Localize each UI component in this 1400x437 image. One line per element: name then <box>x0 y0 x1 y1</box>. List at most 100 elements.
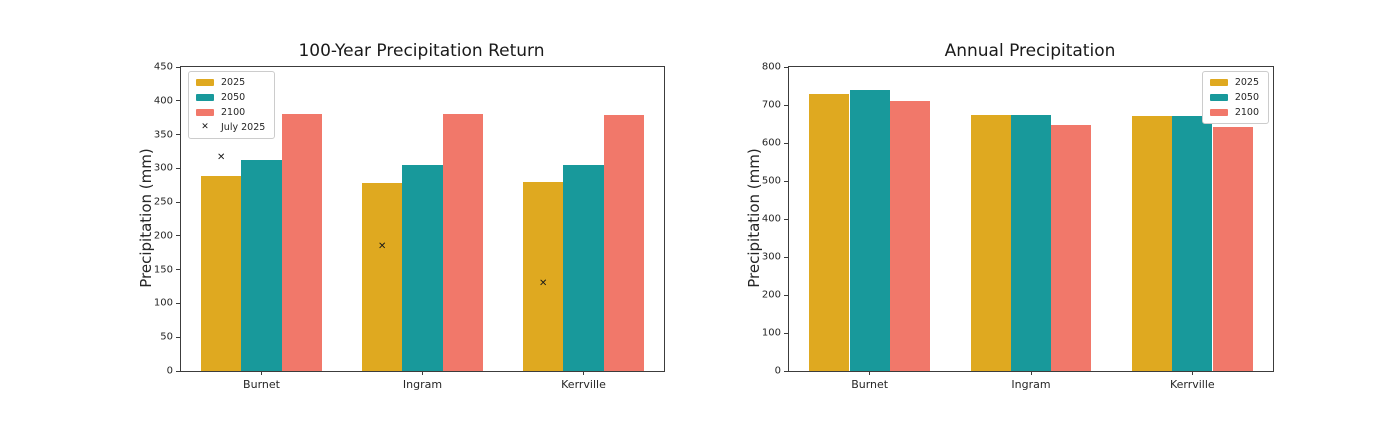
x-tick-mark <box>1191 371 1193 375</box>
y-tick-label: 0 <box>166 365 173 377</box>
y-tick-mark <box>784 332 788 334</box>
x-tick-label: Burnet <box>243 378 280 391</box>
legend-item-2100: 2100 <box>1209 107 1259 118</box>
x-tick-mark <box>583 371 584 375</box>
chart-title: 100-Year Precipitation Return <box>298 41 545 61</box>
y-tick-mark <box>176 167 180 169</box>
y-tick-mark <box>784 256 788 258</box>
y-tick-mark <box>176 336 180 338</box>
legend-swatch <box>196 109 214 116</box>
bar-2100-Burnet <box>281 113 322 371</box>
y-tick-label: 350 <box>153 129 173 141</box>
y-tick-mark <box>176 269 180 271</box>
y-tick-mark <box>784 104 788 106</box>
y-tick-mark <box>176 134 180 136</box>
y-tick-mark <box>176 370 180 372</box>
y-tick-label: 50 <box>160 331 173 343</box>
legend-swatch <box>1209 79 1228 86</box>
bar-2050-Ingram <box>1010 114 1052 371</box>
y-axis-label: Precipitation (mm) <box>745 148 763 288</box>
x-marker-icon: ✕ <box>201 122 209 132</box>
chart-title: Annual Precipitation <box>944 41 1116 61</box>
y-tick-mark <box>176 302 180 304</box>
y-tick-mark <box>784 66 788 68</box>
y-tick-mark <box>176 66 180 68</box>
x-tick-mark <box>1030 371 1032 375</box>
legend-swatch <box>1209 94 1228 101</box>
bar-2025-Kerrville <box>523 181 564 371</box>
bar-2050-Kerrville <box>1172 116 1213 371</box>
bar-2100-Burnet <box>889 101 931 371</box>
y-tick-mark <box>784 180 788 182</box>
scatter-marker-July 2025-Kerrville: ✕ <box>539 277 548 289</box>
bar-2025-Kerrville <box>1131 116 1173 371</box>
plot-area: 0 50 100 150 200 250 300 350 400 450 Burnet ✕ Ingram… <box>154 62 665 391</box>
bar-2050-Ingram <box>402 164 443 371</box>
legend-item-July 2025: ✕ July 2025 <box>196 122 265 133</box>
y-tick-mark <box>784 142 788 144</box>
legend-label: 2050 <box>221 92 246 103</box>
y-tick-mark <box>784 294 788 296</box>
y-tick-label: 400 <box>761 213 781 225</box>
y-tick-label: 200 <box>153 230 173 242</box>
x-tick-label: Ingram <box>1011 378 1051 391</box>
y-tick-label: 450 <box>153 61 173 73</box>
y-tick-mark <box>176 201 180 203</box>
legend-label: 2025 <box>1234 77 1259 88</box>
y-tick-label: 400 <box>153 95 173 107</box>
x-tick-label: Kerrville <box>1169 378 1215 391</box>
y-tick-label: 500 <box>761 175 781 187</box>
y-tick-label: 250 <box>153 196 173 208</box>
x-tick-mark <box>869 371 871 375</box>
legend-item-2025: 2025 <box>196 77 265 88</box>
y-tick-label: 800 <box>761 61 781 73</box>
bar-2025-Ingram <box>970 114 1011 371</box>
y-tick-label: 700 <box>761 99 781 111</box>
y-tick-label: 100 <box>761 327 781 339</box>
bar-2100-Kerrville <box>1212 126 1253 371</box>
y-tick-label: 300 <box>761 251 781 263</box>
legend-item-2050: 2050 <box>1209 92 1259 103</box>
y-tick-mark <box>784 370 788 372</box>
y-tick-label: 200 <box>761 289 781 301</box>
legend: 2025 2050 2100 ✕ July 2025 <box>188 71 276 139</box>
plot-area: 0 100 200 300 400 500 600 700 800 Burnet Ingram Ker… <box>762 62 1274 391</box>
bar-2100-Ingram <box>1051 124 1092 371</box>
y-tick-label: 100 <box>153 297 173 309</box>
x-tick-mark <box>422 371 423 375</box>
legend-label: 2025 <box>221 77 246 88</box>
legend-item-2025: 2025 <box>1209 77 1259 88</box>
y-tick-label: 600 <box>761 137 781 149</box>
x-tick-label: Kerrville <box>561 378 606 391</box>
y-tick-mark <box>176 235 180 237</box>
bar-2025-Burnet <box>809 93 850 371</box>
legend-swatch <box>196 79 214 86</box>
bar-2050-Burnet <box>241 160 282 371</box>
legend-swatch <box>196 94 214 101</box>
y-tick-label: 300 <box>153 162 173 174</box>
legend: 2025 2050 2100 <box>1201 71 1269 124</box>
y-tick-label: 0 <box>774 365 781 377</box>
bar-2050-Burnet <box>849 89 890 371</box>
legend-swatch <box>1209 109 1228 116</box>
x-tick-label: Burnet <box>851 378 889 391</box>
legend-label: 2050 <box>1234 92 1259 103</box>
bar-2100-Kerrville <box>603 114 644 371</box>
scatter-marker-July 2025-Ingram: ✕ <box>378 241 387 253</box>
y-tick-label: 150 <box>153 264 173 276</box>
x-tick-mark <box>261 371 262 375</box>
bar-2025-Ingram <box>362 183 403 371</box>
y-tick-mark <box>784 218 788 220</box>
legend-label: 2100 <box>221 107 246 118</box>
y-tick-mark <box>176 100 180 102</box>
legend-label: 2100 <box>1234 107 1259 118</box>
legend-item-2050: 2050 <box>196 92 265 103</box>
bar-2050-Kerrville <box>563 164 604 371</box>
x-tick-label: Ingram <box>402 378 443 391</box>
scatter-marker-July 2025-Burnet: ✕ <box>217 152 226 164</box>
bar-2100-Ingram <box>442 113 483 371</box>
legend-label: July 2025 <box>221 122 266 133</box>
